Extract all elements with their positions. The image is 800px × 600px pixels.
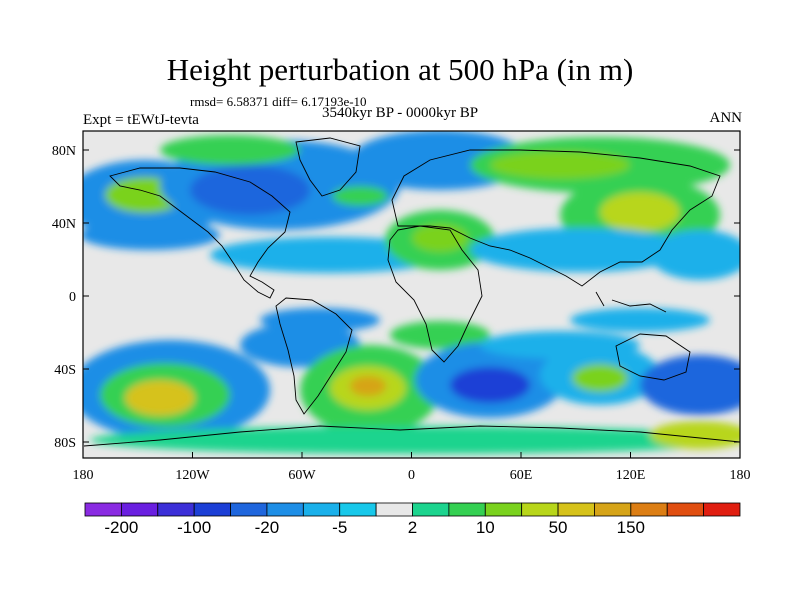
contour-region — [160, 135, 300, 165]
contour-region — [350, 376, 386, 396]
colorbar-box — [193, 502, 231, 517]
contour-region — [572, 364, 628, 392]
lon-tick-label: 60E — [510, 468, 533, 483]
season-label: ANN — [709, 110, 743, 126]
lon-tick-label: 180 — [730, 468, 751, 483]
greenland-outline — [295, 137, 361, 197]
colorbar-box — [630, 502, 668, 517]
colorbar-box — [484, 502, 523, 517]
axis-ticks — [82, 149, 741, 458]
stats-line: rmsd= 6.58371 diff= 6.17193e-10 — [190, 94, 367, 109]
colorbar-box — [339, 502, 377, 517]
australia-outline — [615, 333, 691, 381]
colorbar-box — [412, 502, 450, 517]
colorbar-label: 10 — [476, 518, 495, 537]
colorbar-boxes — [84, 502, 741, 517]
contour-region — [650, 421, 740, 449]
lat-tick-label: 40N — [52, 217, 76, 232]
contour-region — [650, 230, 740, 280]
contour-region — [190, 165, 310, 215]
contour-region — [570, 308, 710, 332]
contour-region — [412, 224, 468, 252]
south-america-outline — [275, 297, 353, 415]
maritime-continent-outline — [595, 291, 667, 313]
contour-region — [390, 321, 490, 349]
lon-tick-label: 120W — [175, 468, 210, 483]
lon-tick-label: 60W — [288, 468, 316, 483]
colorbar-box — [157, 502, 195, 517]
colorbar-box — [557, 502, 595, 517]
contour-field — [83, 131, 740, 458]
colorbar-box — [84, 502, 122, 517]
contour-region — [450, 367, 530, 403]
contour-region — [490, 151, 630, 179]
africa-outline — [387, 225, 483, 363]
colorbar-label: -5 — [332, 518, 347, 537]
lat-tick-label: 40S — [54, 363, 76, 378]
north-america-outline — [109, 167, 291, 299]
period-label: 3540kyr BP - 0000kyr BP — [321, 105, 479, 121]
contour-region — [83, 220, 220, 250]
lat-tick-label: 0 — [69, 290, 76, 305]
colorbar-box — [375, 502, 413, 517]
antarctica-outline — [83, 425, 740, 447]
contour-region — [90, 426, 740, 454]
colorbar-box — [666, 502, 705, 517]
contour-region — [640, 355, 740, 415]
contour-region — [125, 380, 195, 416]
colorbar-box — [521, 502, 559, 517]
colorbar-box — [448, 502, 486, 517]
colorbar-label: 2 — [408, 518, 417, 537]
eurasia-outline — [391, 149, 721, 287]
contour-region — [600, 192, 680, 232]
lon-tick-label: 180 — [73, 468, 94, 483]
colorbar-label: 150 — [617, 518, 645, 537]
contour-region — [470, 228, 690, 272]
colorbar-label: -200 — [104, 518, 138, 537]
colorbar-label: -20 — [255, 518, 280, 537]
colorbar-labels: -200 -100 -20 -5 2 10 50 150 — [104, 518, 645, 537]
colorbar-box — [302, 502, 341, 517]
experiment-label: Expt = tEWtJ-tevta — [83, 112, 199, 128]
colorbar-box — [594, 502, 632, 517]
colorbar-box — [230, 502, 268, 517]
colorbar-label: 50 — [549, 518, 568, 537]
lat-tick-label: 80N — [52, 144, 76, 159]
coastlines — [83, 137, 740, 447]
colorbar-box — [703, 502, 741, 517]
lat-tick-label: 80S — [54, 436, 76, 451]
colorbar-box — [120, 502, 159, 517]
colorbar-box — [266, 502, 304, 517]
lon-tick-label: 0 — [408, 468, 415, 483]
contour-region — [332, 186, 388, 206]
contour-region — [480, 331, 640, 359]
colorbar-label: -100 — [177, 518, 211, 537]
lon-tick-label: 120E — [616, 468, 646, 483]
plot-title: Height perturbation at 500 hPa (in m) — [166, 52, 634, 87]
